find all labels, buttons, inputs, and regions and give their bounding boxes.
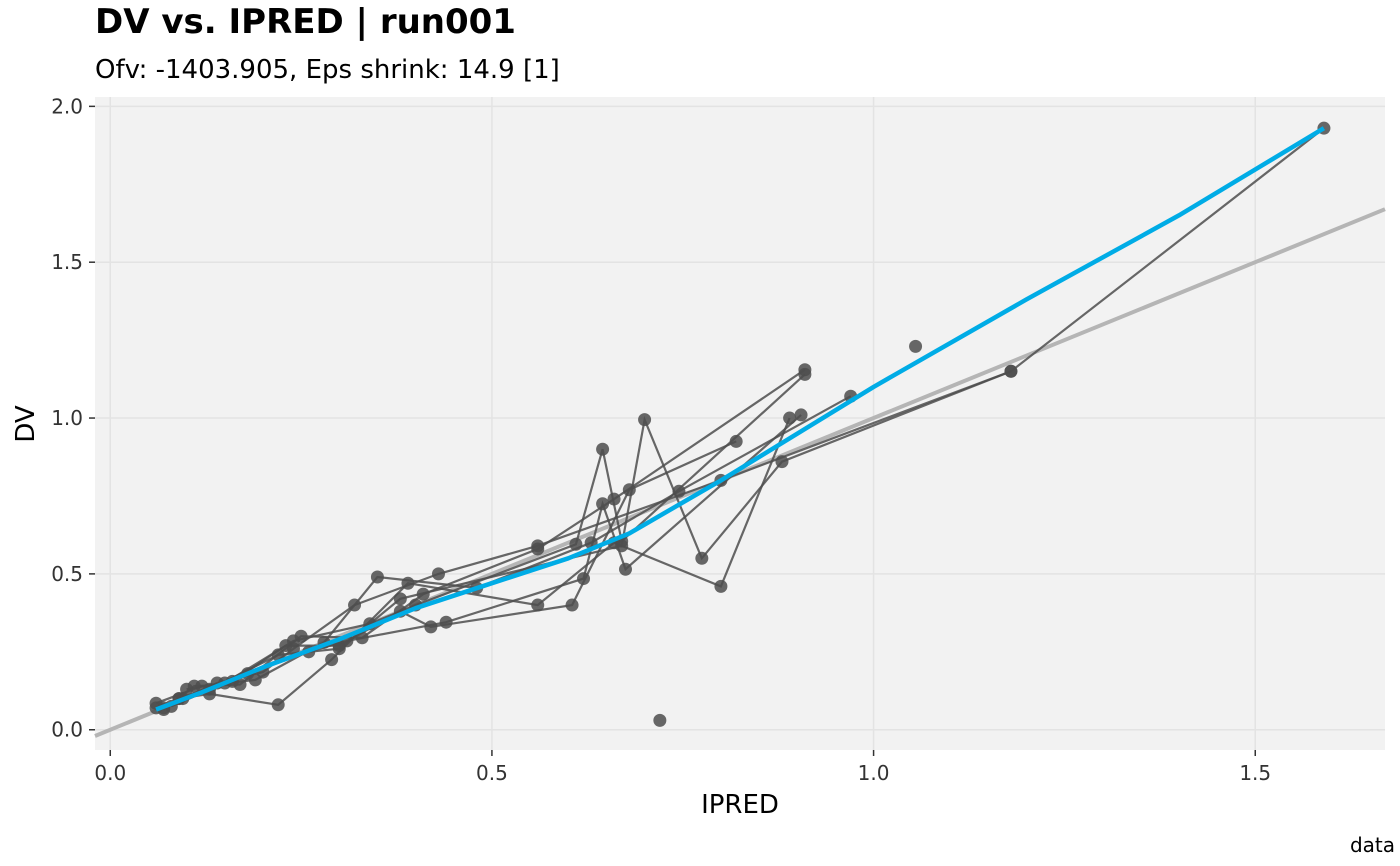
data-point <box>653 713 667 727</box>
data-point <box>714 579 728 593</box>
data-point <box>431 567 445 581</box>
data-point <box>569 537 583 551</box>
data-point <box>577 572 591 586</box>
chart-title: DV vs. IPRED | run001 <box>95 2 516 42</box>
y-tick-label: 1.0 <box>51 406 83 430</box>
caption: data <box>1350 833 1395 857</box>
x-tick-label: 0.5 <box>476 761 508 785</box>
x-tick-label: 1.0 <box>858 761 890 785</box>
data-point <box>531 542 545 556</box>
data-point <box>622 483 636 497</box>
data-point <box>615 539 629 553</box>
data-point <box>729 434 743 448</box>
y-tick-label: 0.0 <box>51 718 83 742</box>
data-point <box>393 592 407 606</box>
smooth-line-layer <box>155 126 1326 712</box>
data-point <box>370 570 384 584</box>
data-point <box>1004 364 1018 378</box>
smooth-line <box>155 126 1326 712</box>
y-tick-label: 2.0 <box>51 94 83 118</box>
data-point <box>332 642 346 656</box>
data-point <box>638 413 652 427</box>
data-point <box>619 562 633 576</box>
y-axis-title: DV <box>11 405 41 443</box>
data-point <box>286 634 300 648</box>
data-point <box>348 598 362 612</box>
x-axis-title: IPRED <box>701 790 779 820</box>
data-point <box>672 484 686 498</box>
data-point <box>783 411 797 425</box>
data-point <box>596 442 610 456</box>
data-point <box>271 698 285 712</box>
data-point <box>416 587 430 601</box>
grid-lines <box>95 97 1385 750</box>
data-point <box>439 615 453 629</box>
data-point <box>607 492 621 506</box>
data-point <box>909 339 923 353</box>
x-tick-label: 0.0 <box>94 761 126 785</box>
points-layer <box>149 121 1331 727</box>
data-point <box>424 620 438 634</box>
x-tick-label: 1.5 <box>1239 761 1271 785</box>
data-point <box>180 682 194 696</box>
data-point <box>695 551 709 565</box>
data-point <box>794 408 808 422</box>
data-point <box>798 367 812 381</box>
chart-subtitle: Ofv: -1403.905, Eps shrink: 14.9 [1] <box>95 55 560 85</box>
data-point <box>531 598 545 612</box>
y-tick-label: 1.5 <box>51 250 83 274</box>
data-point <box>565 598 579 612</box>
data-point <box>775 455 789 469</box>
data-point <box>401 576 415 590</box>
axes: 0.0 0.5 1.0 1.5 0.0 0.5 1.0 1.5 2.0 <box>51 94 1271 785</box>
plot-panel <box>95 97 1385 750</box>
data-point <box>325 653 339 667</box>
data-point <box>355 631 369 645</box>
y-tick-label: 0.5 <box>51 562 83 586</box>
data-point <box>596 497 610 511</box>
